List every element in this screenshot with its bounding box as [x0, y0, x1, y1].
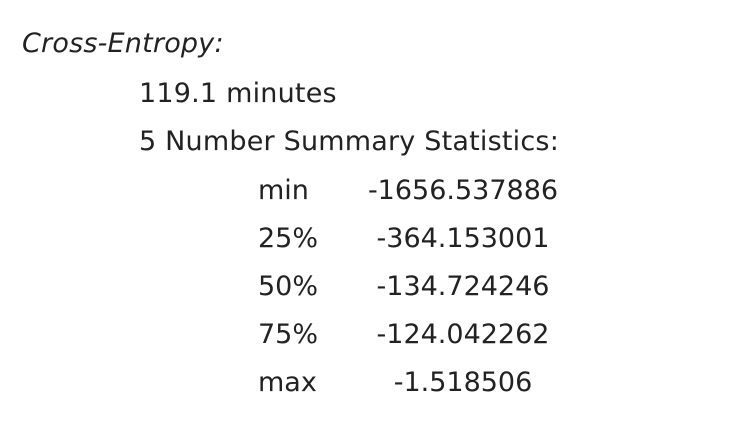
- stat-row-50: 50% -134.724246: [258, 271, 598, 303]
- stat-label: 75%: [258, 319, 319, 350]
- stat-row-min: min -1656.537886: [258, 175, 598, 207]
- stat-value: -364.153001: [376, 223, 550, 254]
- stat-row-75: 75% -124.042262: [258, 319, 598, 351]
- stat-row-25: 25% -364.153001: [258, 223, 598, 255]
- stat-value: -134.724246: [376, 271, 550, 302]
- stat-label: 25%: [258, 223, 319, 254]
- stat-value: -1656.537886: [367, 175, 559, 206]
- stat-row-max: max -1.518506: [258, 367, 598, 399]
- method-title: Cross-Entropy:: [22, 28, 224, 59]
- stat-value: -1.518506: [393, 367, 533, 398]
- summary-heading: 5 Number Summary Statistics:: [139, 126, 559, 157]
- stat-label: min: [258, 175, 309, 206]
- stat-value: -124.042262: [376, 319, 550, 350]
- stat-label: 50%: [258, 271, 319, 302]
- stat-label: max: [258, 367, 317, 398]
- runtime-text: 119.1 minutes: [139, 78, 337, 109]
